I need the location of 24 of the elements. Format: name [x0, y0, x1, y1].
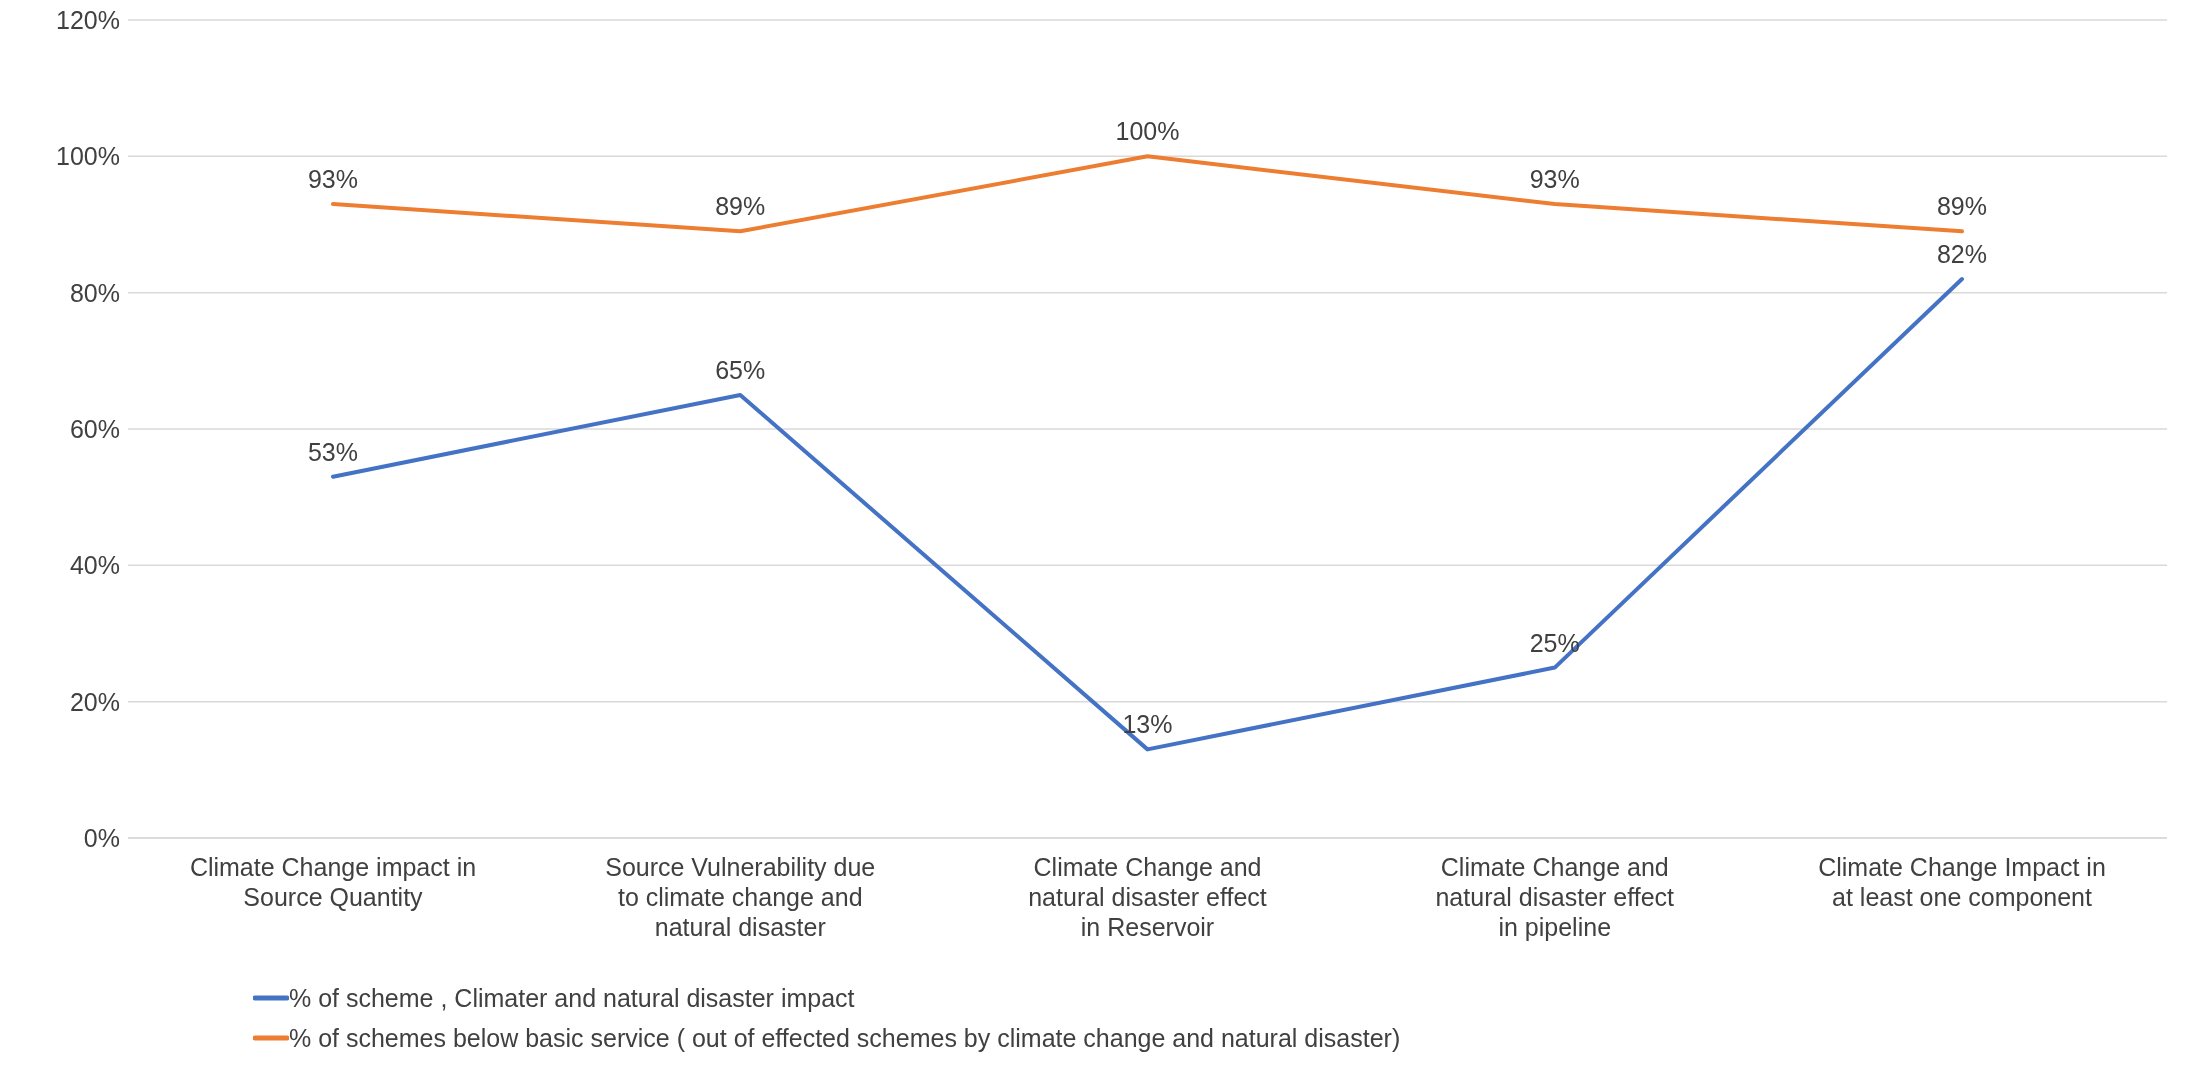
- data-label: 13%: [1122, 710, 1173, 739]
- legend-label: % of schemes below basic service ( out of effected schemes by climate change and natural disaster): [289, 1023, 1401, 1053]
- data-label: 89%: [715, 192, 766, 221]
- x-tick-label: Climate Change Impact in at least one component: [1818, 853, 2106, 911]
- data-label: 100%: [1115, 117, 1180, 146]
- y-tick-label: 100%: [56, 142, 120, 171]
- x-tick-label: Climate Change impact in Source Quantity: [189, 853, 477, 911]
- x-tick-label: Climate Change and natural disaster effect in Reservoir: [1028, 853, 1267, 941]
- y-tick-label: 0%: [83, 823, 120, 852]
- y-tick-label: 80%: [69, 278, 120, 307]
- y-tick-label: 60%: [69, 414, 120, 443]
- data-label: 82%: [1936, 240, 1988, 269]
- y-tick-label: 20%: [69, 687, 120, 716]
- data-label: 93%: [1529, 165, 1580, 194]
- data-label: 93%: [307, 165, 359, 194]
- data-label: 53%: [307, 437, 359, 466]
- legend-label: % of scheme , Climater and natural disaster impact: [289, 983, 855, 1013]
- data-label: 89%: [1936, 192, 1988, 221]
- data-label: 65%: [715, 355, 766, 384]
- x-tick-label: Climate Change and natural disaster effect in pipeline: [1435, 853, 1675, 941]
- data-label: 25%: [1529, 628, 1580, 657]
- y-tick-label: 120%: [56, 5, 120, 34]
- y-tick-label: 40%: [69, 551, 120, 580]
- x-tick-label: Source Vulnerability due to climate change and natural disaster: [605, 853, 876, 941]
